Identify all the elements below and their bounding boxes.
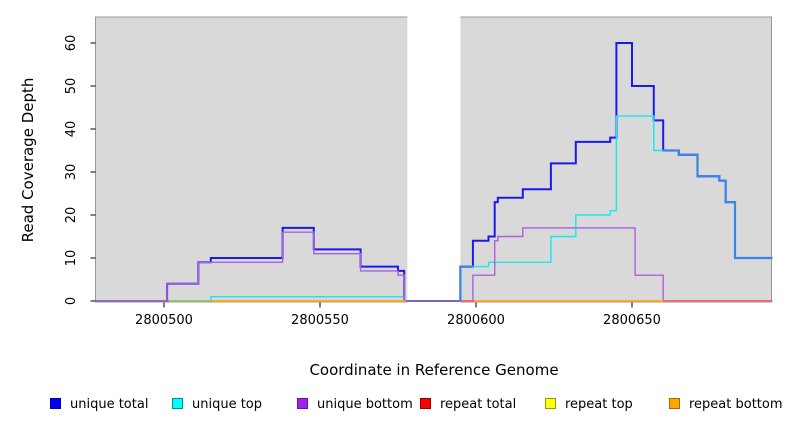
legend-label: unique bottom [317, 397, 413, 412]
legend-swatch-icon [545, 398, 556, 409]
y-tick-label: 40 [64, 120, 79, 138]
legend-label: repeat bottom [689, 397, 783, 412]
x-tick-label: 2800650 [603, 313, 661, 328]
legend-swatch-icon [50, 398, 61, 409]
x-axis-title: Coordinate in Reference Genome [309, 361, 559, 379]
legend-item-unique-top: unique top [172, 397, 262, 413]
legend-item-unique-bottom: unique bottom [297, 397, 413, 413]
y-tick-label: 10 [64, 249, 79, 267]
legend-swatch-icon [420, 398, 431, 409]
legend-item-repeat-bottom: repeat bottom [669, 397, 783, 413]
y-tick-label: 30 [64, 163, 79, 181]
legend-item-repeat-top: repeat top [545, 397, 633, 413]
masked-gap-band [407, 10, 461, 307]
axis-ticks [90, 42, 633, 308]
total-top-overlap-line [663, 149, 773, 260]
y-tick-label: 20 [64, 206, 79, 224]
x-tick-label: 2800600 [447, 313, 505, 328]
y-tick-label: 60 [64, 34, 79, 52]
legend-item-unique-total: unique total [50, 397, 148, 413]
total-top-overlap-line [459, 265, 473, 301]
legend-swatch-icon [297, 398, 308, 409]
x-tick-label: 2800550 [291, 313, 349, 328]
legend-label: repeat total [440, 397, 517, 412]
legend-label: repeat top [565, 397, 633, 412]
series-lines [95, 42, 773, 302]
legend-swatch-icon [172, 398, 183, 409]
legend-item-repeat-total: repeat total [420, 397, 516, 413]
legend-label: unique top [192, 397, 263, 412]
x-tick-label: 2800500 [135, 313, 193, 328]
y-axis-title: Read Coverage Depth [19, 77, 37, 243]
legend-label: unique total [70, 397, 149, 412]
y-tick-label: 0 [64, 296, 79, 306]
series-line-unique-bottom [95, 227, 773, 302]
y-tick-label: 50 [64, 77, 79, 95]
legend-swatch-icon [669, 398, 680, 409]
